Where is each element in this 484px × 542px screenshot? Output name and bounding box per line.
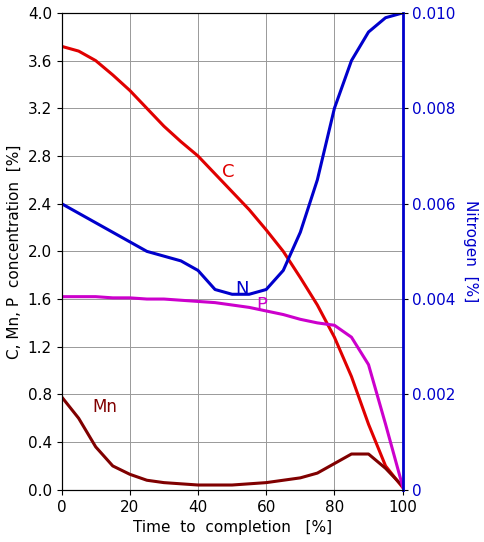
Text: Mn: Mn [92,398,117,416]
Text: C: C [221,164,234,182]
Y-axis label: C, Mn, P  concentration  [%]: C, Mn, P concentration [%] [7,144,22,359]
Text: N: N [235,280,248,298]
Y-axis label: Nitrogen  [%]: Nitrogen [%] [462,200,477,302]
X-axis label: Time  to  completion   [%]: Time to completion [%] [132,520,331,535]
Text: P: P [256,296,266,314]
